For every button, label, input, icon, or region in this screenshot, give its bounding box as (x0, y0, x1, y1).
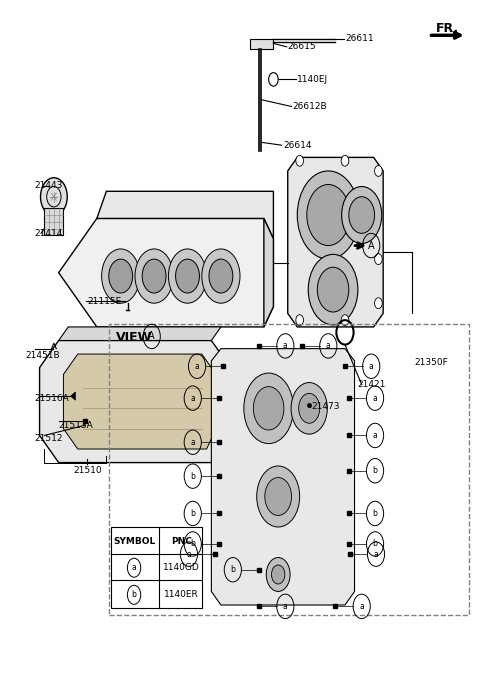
Text: a: a (373, 550, 378, 558)
Text: 21512: 21512 (35, 434, 63, 443)
Circle shape (296, 315, 303, 326)
Text: a: a (195, 362, 199, 370)
Text: A: A (148, 332, 155, 341)
Text: a: a (326, 341, 331, 351)
Text: 21414: 21414 (35, 229, 63, 238)
Circle shape (266, 558, 290, 591)
Text: FR.: FR. (436, 22, 459, 35)
Polygon shape (59, 327, 221, 340)
Text: 26615: 26615 (288, 42, 316, 51)
Text: b: b (190, 509, 195, 518)
Text: 21516A: 21516A (35, 394, 70, 402)
Text: 26614: 26614 (283, 141, 312, 150)
Text: a: a (372, 394, 377, 402)
Circle shape (176, 259, 199, 293)
Text: a: a (372, 431, 377, 440)
Text: a: a (283, 341, 288, 351)
Circle shape (168, 249, 206, 303)
Circle shape (202, 249, 240, 303)
Circle shape (374, 298, 382, 308)
Circle shape (297, 171, 360, 259)
Text: a: a (191, 394, 195, 402)
Polygon shape (264, 219, 274, 327)
Text: 21421: 21421 (357, 380, 385, 389)
Circle shape (209, 259, 233, 293)
Circle shape (265, 477, 291, 516)
Circle shape (342, 187, 382, 244)
Text: 1140GD: 1140GD (163, 563, 200, 572)
Circle shape (296, 155, 303, 166)
Circle shape (244, 373, 293, 443)
Text: 1140EJ: 1140EJ (297, 75, 328, 84)
Text: b: b (372, 539, 377, 548)
Circle shape (317, 267, 349, 312)
Polygon shape (44, 208, 63, 236)
Circle shape (341, 155, 349, 166)
Text: 21510: 21510 (73, 466, 102, 475)
Text: a: a (187, 550, 192, 558)
Circle shape (374, 165, 382, 176)
Circle shape (102, 249, 140, 303)
Text: 1140ER: 1140ER (165, 590, 199, 599)
Circle shape (272, 565, 285, 584)
Circle shape (307, 185, 350, 246)
Circle shape (341, 315, 349, 326)
Text: a: a (132, 563, 136, 572)
Circle shape (253, 387, 284, 430)
Text: A: A (368, 240, 374, 251)
Text: b: b (372, 509, 377, 518)
Circle shape (40, 178, 67, 216)
Text: 21451B: 21451B (25, 351, 60, 360)
Text: a: a (283, 602, 288, 611)
Text: 21350F: 21350F (414, 358, 448, 366)
Text: b: b (230, 565, 235, 574)
Polygon shape (59, 219, 274, 327)
Polygon shape (97, 191, 274, 239)
Text: b: b (132, 590, 136, 599)
Text: b: b (190, 539, 195, 548)
Circle shape (257, 466, 300, 527)
Text: 21513A: 21513A (59, 421, 94, 430)
Text: 21443: 21443 (35, 181, 63, 191)
Text: 26612B: 26612B (292, 102, 327, 111)
Polygon shape (63, 354, 216, 449)
Circle shape (349, 197, 374, 234)
Text: 26611: 26611 (345, 34, 373, 43)
Text: a: a (191, 438, 195, 447)
Text: a: a (369, 362, 373, 370)
Text: SYMBOL: SYMBOL (113, 537, 155, 546)
Text: a: a (360, 602, 364, 611)
Circle shape (308, 255, 358, 325)
Polygon shape (211, 349, 355, 605)
Text: PNC: PNC (171, 537, 192, 546)
Polygon shape (39, 340, 230, 462)
Polygon shape (288, 157, 383, 327)
Circle shape (299, 394, 320, 424)
Circle shape (109, 259, 132, 293)
Circle shape (135, 249, 173, 303)
Polygon shape (71, 392, 75, 400)
Text: b: b (190, 472, 195, 481)
Text: 21473: 21473 (312, 402, 340, 411)
Text: b: b (372, 466, 377, 475)
Circle shape (291, 383, 327, 434)
Text: VIEW: VIEW (116, 330, 152, 344)
Circle shape (142, 259, 166, 293)
Polygon shape (250, 39, 274, 49)
Circle shape (374, 254, 382, 264)
Text: 21115E: 21115E (87, 297, 121, 306)
